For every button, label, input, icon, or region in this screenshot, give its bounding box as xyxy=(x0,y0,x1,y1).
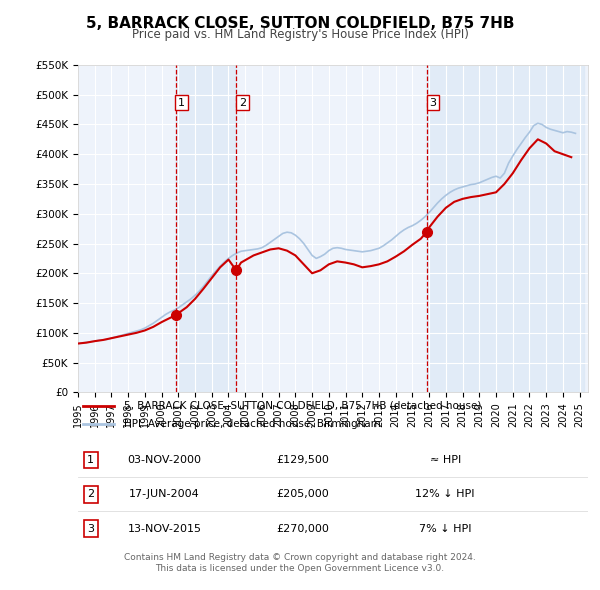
Text: Contains HM Land Registry data © Crown copyright and database right 2024.: Contains HM Land Registry data © Crown c… xyxy=(124,553,476,562)
Text: HPI: Average price, detached house, Birmingham: HPI: Average price, detached house, Birm… xyxy=(124,419,380,430)
Text: 17-JUN-2004: 17-JUN-2004 xyxy=(130,489,200,499)
Text: 2: 2 xyxy=(239,97,246,107)
Bar xyxy=(176,65,236,392)
Text: £270,000: £270,000 xyxy=(276,523,329,533)
Text: 13-NOV-2015: 13-NOV-2015 xyxy=(128,523,202,533)
Text: This data is licensed under the Open Government Licence v3.0.: This data is licensed under the Open Gov… xyxy=(155,564,445,573)
Text: 03-NOV-2000: 03-NOV-2000 xyxy=(128,455,202,465)
Text: 1: 1 xyxy=(178,97,185,107)
Bar xyxy=(427,65,584,392)
Text: ≈ HPI: ≈ HPI xyxy=(430,455,461,465)
Text: 12% ↓ HPI: 12% ↓ HPI xyxy=(415,489,475,499)
Text: 5, BARRACK CLOSE, SUTTON COLDFIELD, B75 7HB: 5, BARRACK CLOSE, SUTTON COLDFIELD, B75 … xyxy=(86,16,514,31)
Text: 1: 1 xyxy=(87,455,94,465)
Text: 3: 3 xyxy=(430,97,436,107)
Text: 3: 3 xyxy=(87,523,94,533)
Text: £129,500: £129,500 xyxy=(276,455,329,465)
Text: Price paid vs. HM Land Registry's House Price Index (HPI): Price paid vs. HM Land Registry's House … xyxy=(131,28,469,41)
Text: 5, BARRACK CLOSE, SUTTON COLDFIELD, B75 7HB (detached house): 5, BARRACK CLOSE, SUTTON COLDFIELD, B75 … xyxy=(124,401,481,411)
Text: 2: 2 xyxy=(87,489,94,499)
Text: £205,000: £205,000 xyxy=(276,489,329,499)
Text: 7% ↓ HPI: 7% ↓ HPI xyxy=(419,523,472,533)
